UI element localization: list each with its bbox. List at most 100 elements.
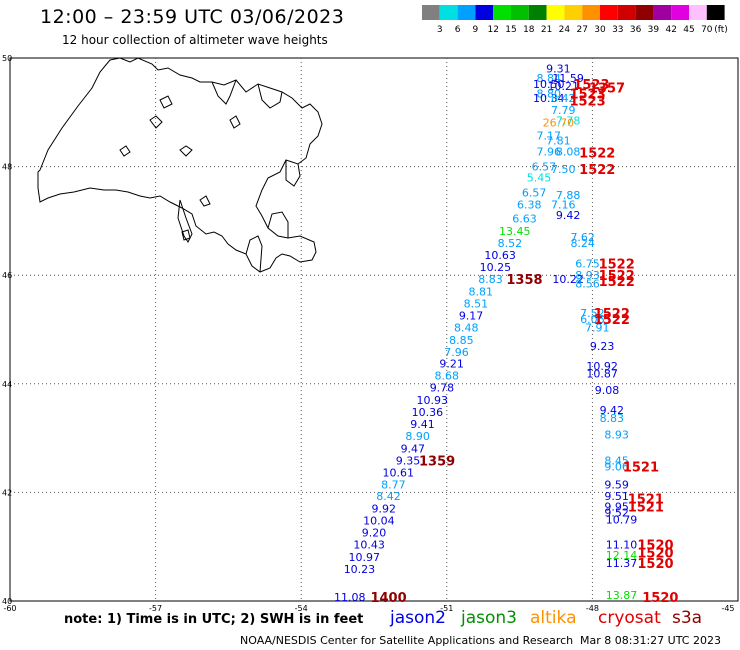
lon-tick-label: -48 [586,604,599,613]
wave-height-label: 9.23 [590,340,615,353]
scale-tick-label: 15 [505,25,516,35]
wave-height-label: 9.20 [362,527,387,540]
lat-tick-label: 40 [2,597,12,606]
wave-height-label: 8.85 [449,334,474,347]
pass-time-label: 1523 [569,87,605,102]
wave-height-label: 5.45 [527,171,552,184]
pass-time-label: 1522 [599,269,635,284]
wave-height-label: 10.97 [349,551,381,564]
scale-tick-label: 3 [437,25,443,35]
coastline-island-5 [199,195,211,207]
pass-time-label: 1520 [637,547,673,562]
scale-swatch [671,5,689,20]
coastline-island-2 [119,145,131,157]
wave-height-label: 10.21 [548,80,580,93]
axis-tick-labels: -60 -57 -54 -51 -48 -45 50 48 46 44 42 40 [2,54,735,613]
wave-height-label: 8.42 [551,92,576,105]
wave-height-label: 8.93 [604,428,629,441]
wave-height-label: 10.87 [586,367,618,380]
coastline-island-7 [181,229,191,241]
wave-height-label: 9.52 [604,506,629,519]
coastline-island-4 [229,115,241,129]
wave-height-label: 8.83 [600,412,625,425]
scale-tick-label: 21 [541,25,552,35]
pass-time-label: 1523 [573,78,609,93]
lon-tick-label: -57 [149,604,162,613]
wave-height-label: 6.06 [580,313,605,326]
wave-height-label: 9.59 [604,478,629,491]
wave-height-label: 6.63 [512,213,537,226]
wave-height-label: 10.50 [533,78,565,91]
page-title: 12:00 – 23:59 UTC 03/06/2023 [40,6,345,28]
lon-tick-label: -60 [3,604,16,613]
scale-swatch [511,5,529,20]
pass-time-label: 1400 [370,591,406,606]
wave-height-label: 10.25 [480,261,512,274]
wave-height-label: 7.16 [551,199,576,212]
wave-height-label: 6.75 [575,257,600,270]
wave-height-label: 9.42 [556,209,581,222]
coastline-island-3 [179,145,193,157]
wave-height-label: 6.38 [517,199,542,212]
wave-height-label: 10.61 [383,466,415,479]
wave-height-label: 9.92 [371,503,396,516]
coastline-bay-3 [285,160,301,187]
wave-height-labels: 9.318.8411.5910.5010.218.8010.348.427.79… [334,62,637,604]
wave-height-label: 8.80 [536,87,561,100]
pass-time-label: 1522 [594,307,630,322]
wave-height-label: 8.08 [556,145,581,158]
scale-tick-label: 33 [612,25,623,35]
wave-height-label: 10.23 [344,563,376,576]
lat-tick-label: 48 [2,163,12,172]
scale-swatch [617,5,636,20]
scale-swatch [528,5,547,20]
wave-height-label: 8.83 [478,273,503,286]
scale-swatch [564,5,583,20]
pass-time-label: 1521 [623,460,659,475]
wave-height-label: 8.81 [469,285,494,298]
pass-time-label: 1358 [506,273,542,288]
pass-time-label: 1523 [569,94,605,109]
lat-tick-label: 42 [2,488,12,497]
coastline-peninsula [177,199,193,243]
wave-height-label: 9.78 [430,382,455,395]
plot-frame [9,57,739,602]
scale-swatch [546,5,565,20]
pass-time-label: 1522 [599,257,635,272]
coastline-main [37,57,323,273]
wave-height-label: 7.62 [570,231,595,244]
wave-height-label: 10.79 [606,514,638,527]
pass-time-label: 1520 [637,539,673,554]
wave-height-label: 9.17 [459,309,484,322]
coastline-bay-5 [245,235,263,273]
pass-time-label: 1520 [637,557,673,572]
wave-height-label: 10.34 [533,92,565,105]
wave-height-label: 8.90 [405,430,430,443]
wave-height-label: 10.63 [484,249,516,262]
wave-height-label: 6.57 [522,187,547,200]
color-scale-legend: 3 6 9 12 15 18 21 24 27 30 33 36 39 42 45 70 (ft) [422,5,728,35]
coastline-bay-2 [257,83,283,109]
wave-height-label: 8.45 [604,454,629,467]
scale-unit-label: (ft) [714,25,728,35]
wave-height-label: 10.04 [363,515,395,528]
coastline-bay-4 [267,211,289,238]
wave-height-label: 8.68 [435,370,460,383]
pass-time-label: 1522 [579,146,615,161]
wave-height-label: 7.79 [551,104,576,117]
wave-height-label: 10.43 [353,539,385,552]
coastline-bay-1 [211,79,237,105]
wave-height-label: 8.56 [575,277,600,290]
scale-tick-label: 24 [559,25,571,35]
lon-tick-label: -51 [440,604,453,613]
wave-height-label: 9.41 [410,418,435,431]
wave-height-label: 9.08 [595,384,620,397]
scale-swatch [422,5,440,20]
pass-time-label: 1359 [419,454,455,469]
satellite-legend-cryosat: cryosat [598,608,661,628]
satellite-legend-jason3: jason3 [461,608,517,628]
coastline-island-1 [149,115,163,129]
wave-height-label: 7.17 [536,130,561,143]
satellite-legend-altika: altika [530,608,577,628]
pass-time-label: 1357 [589,81,625,96]
